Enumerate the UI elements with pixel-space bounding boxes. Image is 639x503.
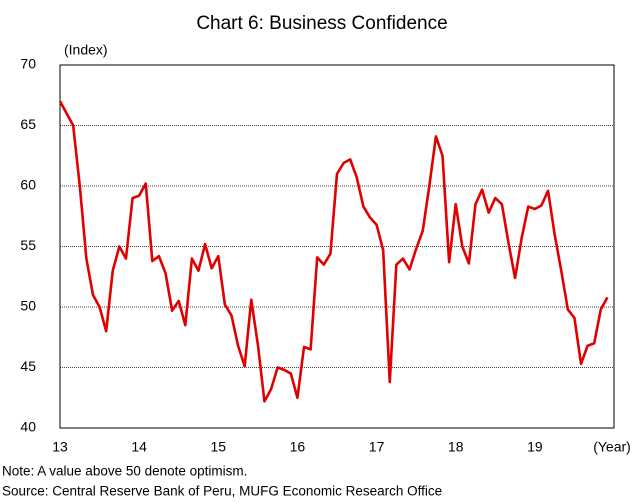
x-tick-label: 18 (448, 439, 464, 455)
note: Note: A value above 50 denote optimism. (2, 464, 247, 479)
y-tick-label: 60 (20, 177, 36, 193)
x-axis-label: (Year) (593, 439, 631, 455)
x-tick-label: 16 (290, 439, 306, 455)
x-tick-label: 19 (527, 439, 543, 455)
y-tick-label: 40 (20, 419, 36, 435)
y-tick-label: 70 (20, 56, 36, 72)
data-line (58, 100, 609, 403)
y-tick-label: 50 (20, 298, 36, 314)
x-tick-label: 14 (131, 439, 147, 455)
x-tick-label: 15 (210, 439, 226, 455)
y-tick-label: 65 (20, 116, 36, 132)
x-tick-label: 13 (52, 439, 68, 455)
plot-frame (59, 64, 615, 429)
y-tick-label: 45 (20, 358, 36, 374)
chart-title: Chart 6: Business Confidence (196, 13, 447, 34)
source: Source: Central Reserve Bank of Peru, MU… (2, 484, 442, 499)
y-axis-label: (Index) (64, 42, 108, 58)
y-tick-label: 55 (20, 237, 36, 253)
x-tick-label: 17 (369, 439, 385, 455)
